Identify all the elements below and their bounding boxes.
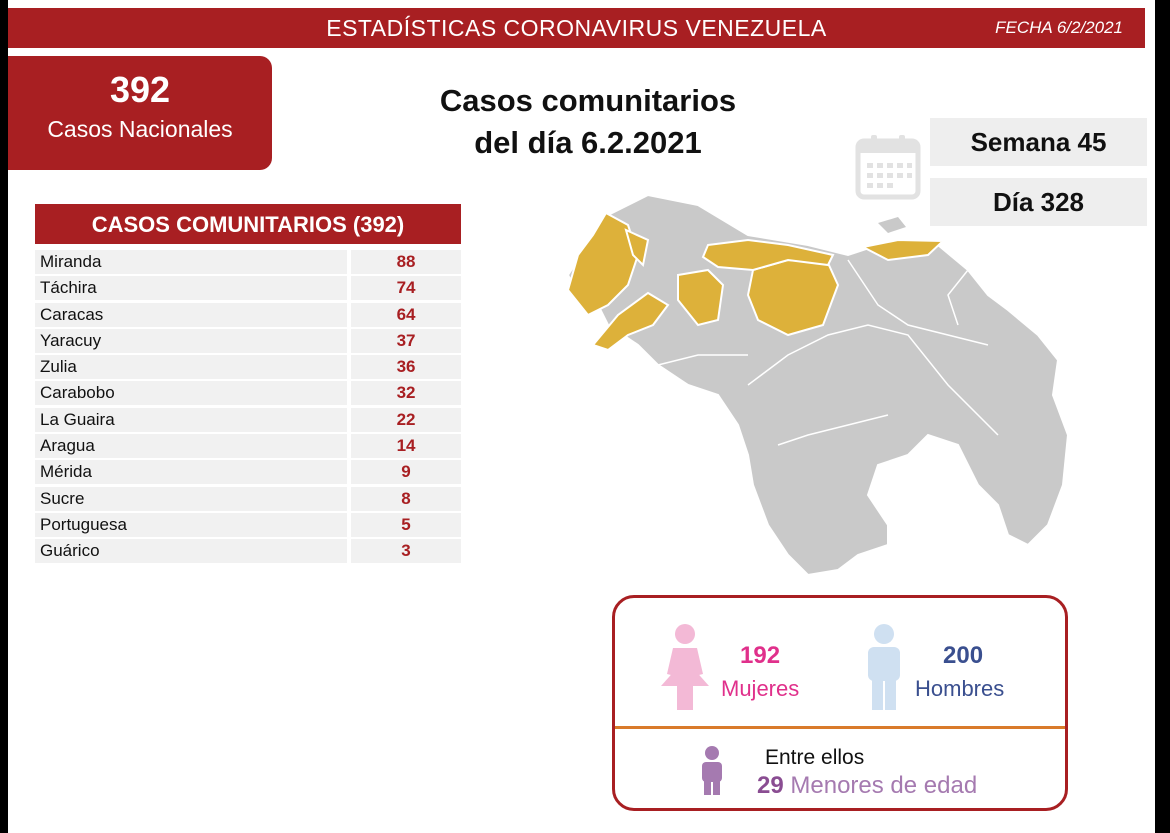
venezuela-map [566, 193, 1070, 577]
state-name: Yaracuy [35, 328, 348, 353]
table-row: Guárico 3 [35, 539, 461, 564]
map-state-sucre [860, 238, 946, 262]
state-name: Mérida [35, 460, 348, 485]
state-name: Caracas [35, 302, 348, 327]
map-island [878, 217, 906, 233]
state-name: Sucre [35, 486, 348, 511]
state-name: Portuguesa [35, 512, 348, 537]
state-cases: 37 [351, 328, 461, 353]
state-cases: 36 [351, 355, 461, 380]
table-row: Carabobo 32 [35, 381, 461, 406]
table-row: Mérida 9 [35, 460, 461, 485]
women-label: Mujeres [721, 676, 800, 701]
state-name: Carabobo [35, 381, 348, 406]
minors-count: 29 [757, 772, 784, 799]
child-icon [702, 746, 722, 795]
page-title: Casos comunitarios del día 6.2.2021 [358, 80, 818, 164]
map-state-tachira-merida [591, 291, 670, 352]
state-cases: 9 [351, 460, 461, 485]
week-box: Semana 45 [930, 118, 1147, 166]
map-state-central [701, 238, 835, 272]
calendar-icon [855, 135, 921, 200]
state-cases: 88 [351, 250, 461, 274]
woman-icon [661, 624, 709, 710]
man-icon [868, 624, 900, 710]
day-box: Día 328 [930, 178, 1147, 226]
state-name: Miranda [35, 250, 348, 274]
state-name: Táchira [35, 276, 348, 301]
gender-breakdown-box: 192 Mujeres 200 Hombres Entre ellos 29 M… [612, 595, 1068, 811]
state-name: La Guaira [35, 407, 348, 432]
men-label: Hombres [915, 676, 1005, 701]
state-name: Guárico [35, 539, 348, 564]
table-row: Aragua 14 [35, 434, 461, 459]
table-title: CASOS COMUNITARIOS (392) [35, 204, 461, 244]
national-cases-box: 392 Casos Nacionales [8, 56, 272, 170]
table-row: La Guaira 22 [35, 407, 461, 432]
state-cases: 3 [351, 539, 461, 564]
table-row: Zulia 36 [35, 355, 461, 380]
men-count: 200 [943, 642, 984, 669]
table-row: Portuguesa 5 [35, 512, 461, 537]
map-state-portuguesa [677, 268, 725, 327]
divider [615, 726, 1065, 729]
among-label: Entre ellos [765, 746, 865, 769]
state-cases: 22 [351, 407, 461, 432]
state-name: Aragua [35, 434, 348, 459]
header-title: ESTADÍSTICAS CORONAVIRUS VENEZUELA [326, 15, 827, 41]
national-cases-count: 392 [109, 69, 171, 110]
page-title-line2: del día 6.2.2021 [474, 125, 702, 160]
minors-line: 29 Menores de edad [757, 772, 977, 800]
header-date: FECHA 6/2/2021 [995, 18, 1123, 37]
header-bar: ESTADÍSTICAS CORONAVIRUS VENEZUELA FECHA… [8, 8, 1145, 48]
state-cases: 8 [351, 486, 461, 511]
table-row: Miranda 88 [35, 250, 461, 274]
state-name: Zulia [35, 355, 348, 380]
state-cases: 74 [351, 276, 461, 301]
table-row: Yaracuy 37 [35, 328, 461, 353]
cases-table: Miranda 88 Táchira 74 Caracas 64 Yaracuy 37 … [35, 250, 461, 566]
state-cases: 32 [351, 381, 461, 406]
page-title-line1: Casos comunitarios [439, 83, 737, 118]
minors-label: Menores de edad [790, 772, 978, 799]
state-cases: 64 [351, 302, 461, 327]
table-row: Sucre 8 [35, 486, 461, 511]
state-cases: 5 [351, 512, 461, 537]
table-row: Táchira 74 [35, 276, 461, 301]
national-cases-label: Casos Nacionales [47, 116, 233, 142]
table-row: Caracas 64 [35, 302, 461, 327]
infographic-slide: ESTADÍSTICAS CORONAVIRUS VENEZUELA FECHA… [8, 0, 1155, 833]
map-state-falcon-yaracuy [624, 228, 650, 268]
state-cases: 14 [351, 434, 461, 459]
women-count: 192 [740, 642, 781, 669]
